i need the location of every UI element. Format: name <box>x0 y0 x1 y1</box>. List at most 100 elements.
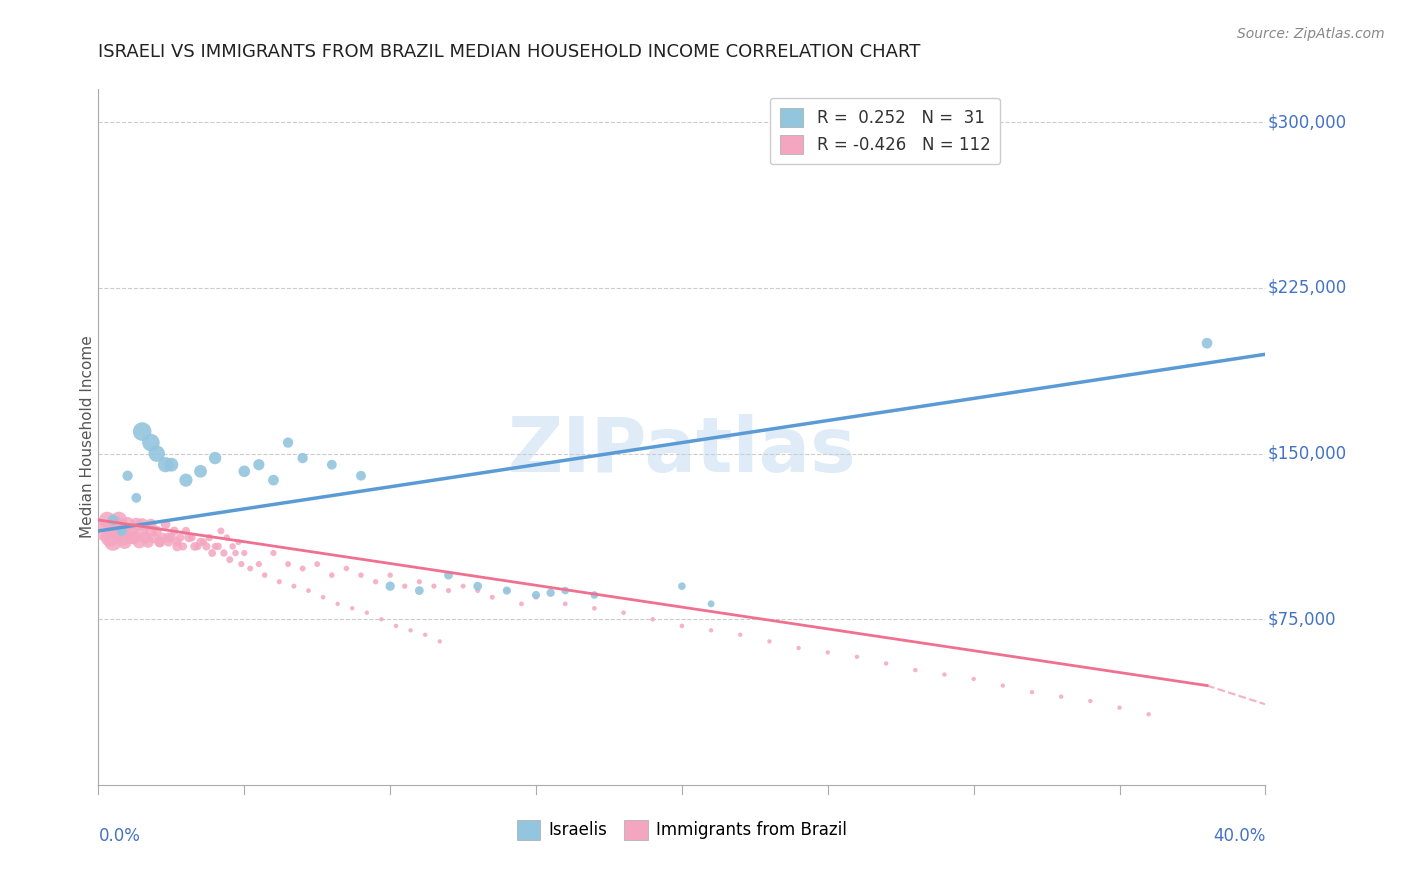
Point <box>228 535 250 549</box>
Point <box>524 588 547 602</box>
Point <box>758 634 780 648</box>
Point <box>423 579 446 593</box>
Point <box>1108 700 1130 714</box>
Point <box>394 579 416 593</box>
Point <box>231 557 253 571</box>
Point <box>225 546 247 560</box>
Point <box>277 557 299 571</box>
Point <box>166 535 188 549</box>
Point <box>183 540 205 554</box>
Point <box>540 586 562 600</box>
Point <box>149 535 172 549</box>
Point <box>174 473 197 487</box>
Point <box>139 435 162 450</box>
Point <box>163 524 186 538</box>
Point <box>496 583 519 598</box>
Point <box>146 447 169 461</box>
Point <box>207 540 229 554</box>
Point <box>467 583 489 598</box>
Point <box>356 606 378 620</box>
Text: Source: ZipAtlas.com: Source: ZipAtlas.com <box>1237 27 1385 41</box>
Point <box>700 597 723 611</box>
Point <box>846 649 869 664</box>
Point <box>583 601 606 615</box>
Point <box>177 531 200 545</box>
Point <box>817 645 839 659</box>
Point <box>283 579 305 593</box>
Point <box>160 458 183 472</box>
Point <box>187 540 209 554</box>
Point <box>157 531 180 545</box>
Point <box>904 663 927 677</box>
Point <box>139 517 162 532</box>
Point <box>413 628 436 642</box>
Point <box>122 531 145 545</box>
Legend: Israelis, Immigrants from Brazil: Israelis, Immigrants from Brazil <box>510 814 853 847</box>
Point <box>125 517 148 532</box>
Point <box>152 531 174 545</box>
Point <box>612 606 634 620</box>
Point <box>204 540 226 554</box>
Point <box>114 531 136 545</box>
Point <box>277 435 299 450</box>
Text: 40.0%: 40.0% <box>1213 827 1265 845</box>
Point <box>247 557 270 571</box>
Point <box>730 628 752 642</box>
Point <box>385 619 408 633</box>
Point <box>128 535 150 549</box>
Point <box>370 612 392 626</box>
Point <box>787 640 810 655</box>
Point <box>262 473 284 487</box>
Point <box>134 531 156 545</box>
Point <box>641 612 664 626</box>
Point <box>204 451 226 466</box>
Point <box>380 568 402 582</box>
Point <box>239 561 262 575</box>
Point <box>221 540 243 554</box>
Point <box>934 667 956 681</box>
Point <box>253 568 276 582</box>
Text: ZIPatlas: ZIPatlas <box>508 414 856 488</box>
Point <box>342 601 364 615</box>
Point <box>169 531 191 545</box>
Point <box>101 535 124 549</box>
Point <box>114 535 136 549</box>
Point <box>297 583 319 598</box>
Point <box>155 517 177 532</box>
Point <box>160 531 183 545</box>
Point <box>671 579 693 593</box>
Text: $300,000: $300,000 <box>1268 113 1347 131</box>
Text: $150,000: $150,000 <box>1268 444 1347 463</box>
Point <box>350 468 373 483</box>
Point <box>104 517 127 532</box>
Point <box>326 597 349 611</box>
Point <box>108 513 131 527</box>
Point <box>467 579 489 593</box>
Point <box>429 634 451 648</box>
Point <box>198 531 221 545</box>
Point <box>335 561 357 575</box>
Point <box>510 597 533 611</box>
Point <box>312 591 335 605</box>
Point <box>122 531 145 545</box>
Point <box>991 679 1014 693</box>
Point <box>172 540 194 554</box>
Point <box>451 579 474 593</box>
Point <box>139 524 162 538</box>
Point <box>195 540 218 554</box>
Point <box>104 524 127 538</box>
Point <box>1021 685 1043 699</box>
Point <box>111 524 134 538</box>
Point <box>111 524 134 538</box>
Text: $225,000: $225,000 <box>1268 279 1347 297</box>
Point <box>554 597 576 611</box>
Point <box>96 513 118 527</box>
Point <box>233 464 256 478</box>
Point <box>364 574 387 589</box>
Point <box>142 531 165 545</box>
Point <box>218 552 240 566</box>
Point <box>291 561 314 575</box>
Point <box>1050 690 1073 704</box>
Point <box>215 531 238 545</box>
Point <box>174 524 197 538</box>
